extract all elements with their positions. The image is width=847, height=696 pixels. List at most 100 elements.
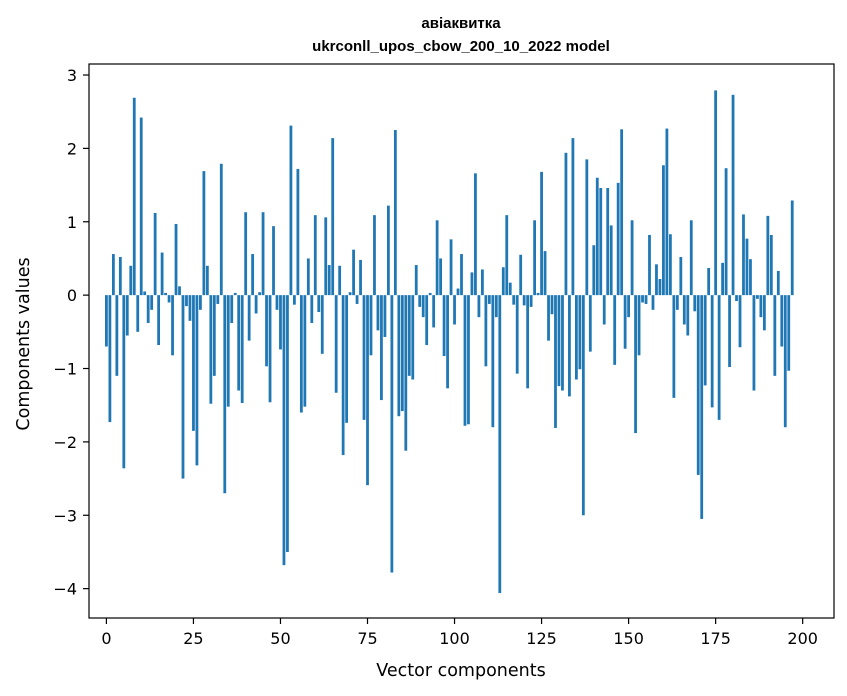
bar [393,130,397,296]
bar [265,295,268,367]
bar [498,295,502,594]
bar [738,295,742,348]
bar [578,295,582,370]
bar [623,295,627,349]
bar [421,295,425,318]
bar [376,295,380,331]
bar [752,295,756,391]
bar [143,291,147,296]
bar [352,249,355,296]
bar [320,295,324,354]
y-tick-label: 2 [67,139,77,158]
bar [662,165,665,296]
bar [359,259,362,296]
bar [491,295,495,428]
x-tick-label: 175 [700,629,731,648]
bar [254,295,258,314]
bar [199,295,202,310]
bar [306,258,310,296]
bar [648,234,651,296]
bar [762,295,766,331]
bar [414,265,418,296]
x-tick-label: 150 [613,629,644,648]
bar [529,295,533,307]
bar [240,295,244,403]
bar [536,292,540,296]
bar [679,256,683,296]
bar [432,295,436,328]
bar [672,295,676,398]
bar [641,295,644,303]
x-axis-label: Vector components [376,661,545,681]
bar [449,239,453,296]
bar [153,212,157,296]
bar [446,295,449,389]
bar [380,295,383,401]
bar [296,168,300,296]
bar [658,279,662,296]
bar [637,295,641,356]
x-tick-label: 50 [270,629,290,648]
bar [272,226,275,296]
bar [171,295,174,356]
bar [400,295,404,412]
y-tick-label: −2 [53,433,77,452]
bar [428,292,432,296]
bar [494,295,498,318]
bar [456,288,460,296]
bar [540,171,543,296]
bar [209,295,213,404]
bar [533,220,536,296]
bar [769,234,773,296]
bar [439,258,443,296]
bars-group [105,90,794,594]
bar [634,295,637,434]
bar [247,295,251,341]
bar [776,270,780,296]
bar [407,295,411,376]
bar [299,295,303,413]
bar [519,254,523,296]
bar [463,295,467,426]
bar [411,295,415,380]
bar [181,295,185,479]
bar [557,295,561,387]
bar [512,295,516,305]
bar [244,212,248,296]
bar [390,295,394,573]
bar [759,295,763,318]
bar [742,214,745,296]
bar [105,295,108,347]
bar [668,234,672,296]
bar [599,188,603,296]
bar [129,265,133,296]
bar [164,292,167,296]
y-tick-label: −4 [53,580,77,599]
bar [362,295,366,420]
bar [693,295,697,312]
bar [167,295,171,303]
bar [588,295,592,352]
bar [721,262,724,296]
bar [554,295,557,428]
x-tick-label: 200 [787,629,818,648]
bar [561,295,564,391]
bar [773,295,777,376]
bar [780,295,784,347]
bar [790,200,794,296]
bar [574,295,578,380]
x-tick-label: 75 [357,629,377,648]
bar [474,173,477,296]
bar [418,295,422,307]
bar [275,295,279,310]
bar [195,295,199,466]
y-tick-label: 1 [67,213,77,232]
bar [268,295,272,403]
bar [467,295,470,425]
bar [192,295,195,431]
bar [223,295,227,494]
bar [212,295,216,376]
bar [132,97,136,296]
y-tick-label: 0 [67,286,77,305]
